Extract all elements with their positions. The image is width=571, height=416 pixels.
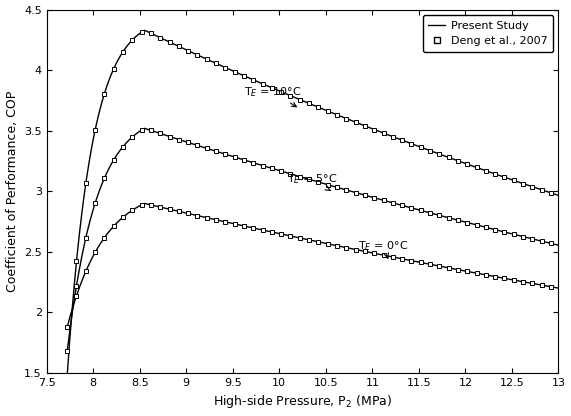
X-axis label: High-side Pressure, P$_2$ (MPa): High-side Pressure, P$_2$ (MPa) xyxy=(213,394,392,411)
Legend: Present Study, Deng et al., 2007: Present Study, Deng et al., 2007 xyxy=(423,15,553,52)
Text: T$_E$ = 0°C: T$_E$ = 0°C xyxy=(359,239,409,258)
Y-axis label: Coefficient of Performance, COP: Coefficient of Performance, COP xyxy=(6,91,18,292)
Text: T$_E$ = 10°C: T$_E$ = 10°C xyxy=(244,85,301,107)
Text: T$_E$ = 5°C: T$_E$ = 5°C xyxy=(287,172,337,191)
